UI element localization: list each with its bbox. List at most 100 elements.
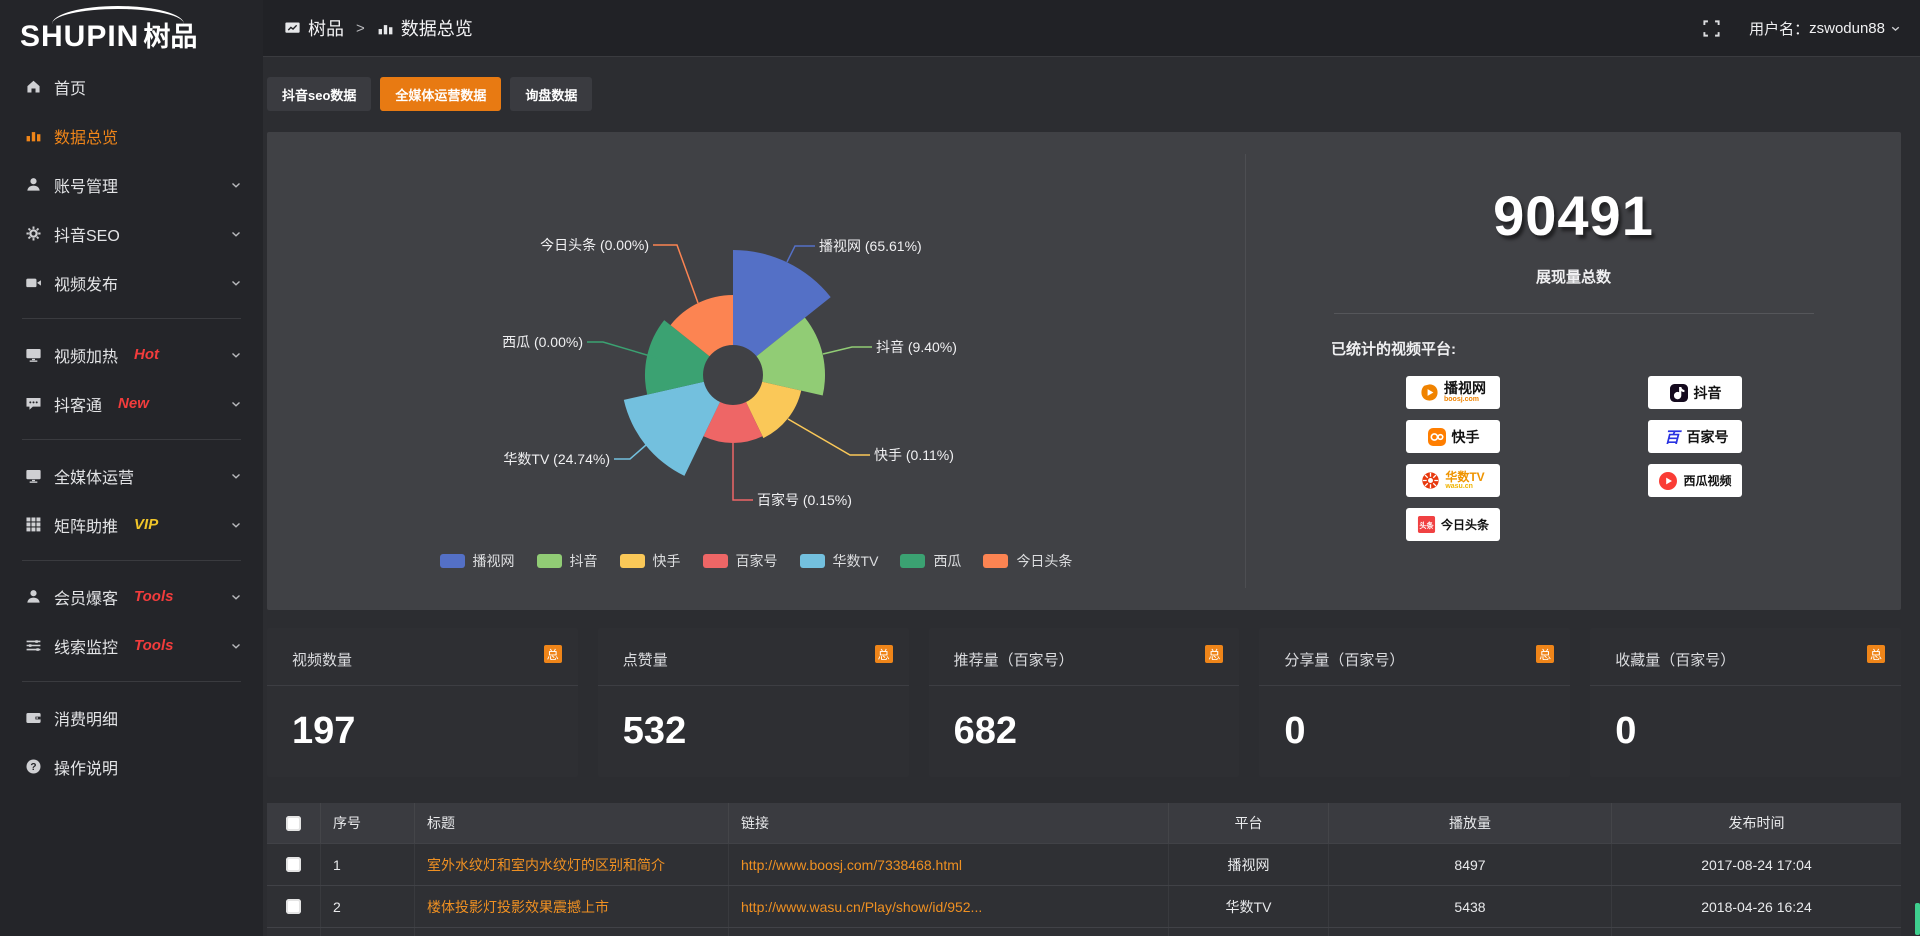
pie-label: 今日头条 (0.00%) (540, 237, 649, 253)
total-badge[interactable]: 总 (1536, 645, 1555, 663)
tab-3[interactable]: 询盘数据 (510, 77, 593, 111)
total-badge[interactable]: 总 (543, 645, 562, 663)
legend-item-西瓜[interactable]: 西瓜 (900, 551, 961, 571)
legend-swatch (900, 554, 926, 568)
platform-name: 西瓜视频 (1683, 474, 1732, 488)
pie-slice-快手[interactable] (746, 381, 802, 439)
stat-card-2: 点赞量 532 总 (597, 628, 909, 777)
sidebar-item-question[interactable]: ? 操作说明 (0, 742, 263, 791)
col-header: 播放量 (1329, 803, 1612, 843)
sidebar-item-label: 抖客通 (54, 397, 103, 415)
chevron-down-icon (229, 590, 243, 604)
legend-swatch (702, 554, 728, 568)
platform-sub: boosj.com (1444, 396, 1480, 404)
sidebar-item-label: 会员爆客 (54, 590, 119, 608)
sidebar-item-tag: Hot (134, 346, 160, 363)
stat-card-value: 0 (1615, 710, 1637, 752)
sidebar: SHUPIN 树品 首页数据总览账号管理抖音SEO 视频发布视频加热 Hot 抖客通 N… (0, 0, 263, 936)
sidebar-item-user[interactable]: 会员爆客 Tools (0, 572, 263, 621)
chevron-down-icon (229, 397, 243, 411)
stat-card-title: 收藏量（百家号） (1590, 628, 1901, 686)
sidebar-item-grid[interactable]: 矩阵助推 VIP (0, 500, 263, 549)
sidebar-item-chat[interactable]: 抖客通 New (0, 379, 263, 428)
sidebar-item-monitor[interactable]: 视频加热 Hot (0, 330, 263, 379)
legend-label: 百家号 (735, 553, 778, 569)
row-checkbox[interactable] (286, 899, 301, 914)
legend-item-快手[interactable]: 快手 (619, 551, 681, 571)
legend-item-百家号[interactable]: 百家号 (702, 551, 778, 571)
wasu-logo-icon (1421, 471, 1440, 490)
row-no: 1 (321, 844, 415, 885)
fullscreen-icon[interactable] (1702, 19, 1721, 38)
row-checkbox[interactable] (286, 857, 301, 872)
sidebar-item-wallet[interactable]: 消费明细 (0, 693, 263, 742)
sidebar-item-chart-bar[interactable]: 数据总览 (0, 111, 263, 160)
legend-label: 播视网 (472, 553, 515, 569)
stat-card-title: 点赞量 (597, 628, 909, 686)
sidebar-item-video[interactable]: 视频发布 (0, 258, 263, 307)
sidebar-item-label: 全媒体运营 (54, 469, 135, 487)
total-badge[interactable]: 总 (1205, 645, 1224, 663)
table-row: 1 室外水纹灯和室内水纹灯的区别和简介 http://www.boosj.com/7… (267, 843, 1901, 885)
sidebar-item-home[interactable]: 首页 (0, 62, 263, 111)
sidebar-item-sliders[interactable]: 线索监控 Tools (0, 621, 263, 670)
chevron-down-icon[interactable] (1889, 22, 1902, 35)
tab-1[interactable]: 抖音seo数据 (267, 77, 372, 111)
sidebar-item-label: 数据总览 (54, 129, 119, 147)
breadcrumb-label: 数据总览 (400, 19, 473, 39)
sidebar-item-user[interactable]: 账号管理 (0, 160, 263, 209)
select-all-checkbox[interactable] (286, 815, 301, 831)
stat-card-3: 推荐量（百家号） 682 总 (928, 628, 1240, 777)
scrollbar-thumb[interactable] (1915, 903, 1920, 935)
video-title-link[interactable]: 楼体投影灯投影效果震撼上市 (415, 886, 729, 927)
chevron-down-icon (229, 639, 243, 653)
topbar: 树品 > 数据总览 用户名： zswodun88 (263, 0, 1920, 57)
platforms-title: 已统计的视频平台: (1331, 341, 1456, 358)
pie-label: 百家号 (0.15%) (757, 492, 852, 508)
pie-slice-华数TV[interactable] (623, 381, 720, 476)
sidebar-item-gear[interactable]: 抖音SEO (0, 209, 263, 258)
legend-swatch (619, 554, 645, 568)
video-url-link[interactable]: http://www.wasu.cn/Play/show/id/952... (729, 886, 1169, 927)
pie-slice-播视网[interactable] (733, 250, 831, 357)
panel-divider (1245, 154, 1246, 588)
stat-card-4: 分享量（百家号） 0 总 (1259, 628, 1571, 777)
sidebar-item-label: 首页 (54, 80, 87, 98)
platform-badge-douyin: 抖音 (1648, 376, 1742, 409)
pie-label-line (787, 418, 870, 456)
row-platform: 华数TV (1169, 886, 1329, 927)
pie-slice-今日头条[interactable] (670, 295, 734, 357)
sidebar-item-label: 矩阵助推 (54, 518, 119, 536)
platform-rose-chart[interactable]: 播视网 (65.61%) 抖音 (9.40%) 快手 (0.11%) 百家号 (0.1… (267, 132, 1245, 610)
tab-2[interactable]: 全媒体运营数据 (380, 77, 502, 111)
video-title-link[interactable]: 室外水纹灯和室内水纹灯的区别和简介 (415, 844, 729, 885)
platform-name: 华数TV (1445, 469, 1485, 484)
douyin-logo-icon (1669, 383, 1689, 403)
table-row: 2 楼体投影灯投影效果震撼上市 http://www.wasu.cn/Play/sh… (267, 885, 1901, 927)
breadcrumb-item[interactable]: 树品 (284, 15, 344, 41)
sidebar-divider (22, 681, 241, 682)
sidebar-item-monitor[interactable]: 全媒体运营 (0, 451, 263, 500)
row-time: 2017-08-24 17:04 (1701, 856, 1812, 873)
chart-legend: 播视网 抖音 快手 百家号 华数TV 西瓜 今日头条 (267, 551, 1245, 571)
username[interactable]: zswodun88 (1809, 19, 1885, 37)
legend-item-播视网[interactable]: 播视网 (439, 551, 515, 571)
legend-item-今日头条[interactable]: 今日头条 (983, 551, 1072, 571)
legend-item-抖音[interactable]: 抖音 (536, 551, 598, 571)
user-icon (25, 588, 42, 605)
kuaishou-logo-icon (1427, 427, 1447, 447)
total-badge[interactable]: 总 (874, 645, 893, 663)
logo-text-en: SHUPIN (20, 20, 140, 53)
pie-slice-抖音[interactable] (756, 317, 826, 396)
pie-slice-百家号[interactable] (703, 402, 763, 444)
breadcrumb-item[interactable]: 数据总览 (377, 15, 473, 41)
legend-label: 华数TV (832, 553, 879, 569)
legend-item-华数TV[interactable]: 华数TV (799, 551, 879, 571)
logo-text-cn: 树品 (143, 22, 198, 52)
total-badge[interactable]: 总 (1866, 645, 1885, 663)
xigua-logo-icon (1658, 471, 1678, 491)
pie-slice-西瓜[interactable] (644, 320, 710, 395)
video-url-link[interactable]: http://www.boosj.com/7338468.html (729, 844, 1169, 885)
platform-badge-wasu: 华数TV wasu.cn (1406, 464, 1500, 497)
sidebar-item-label: 抖音SEO (54, 227, 120, 245)
